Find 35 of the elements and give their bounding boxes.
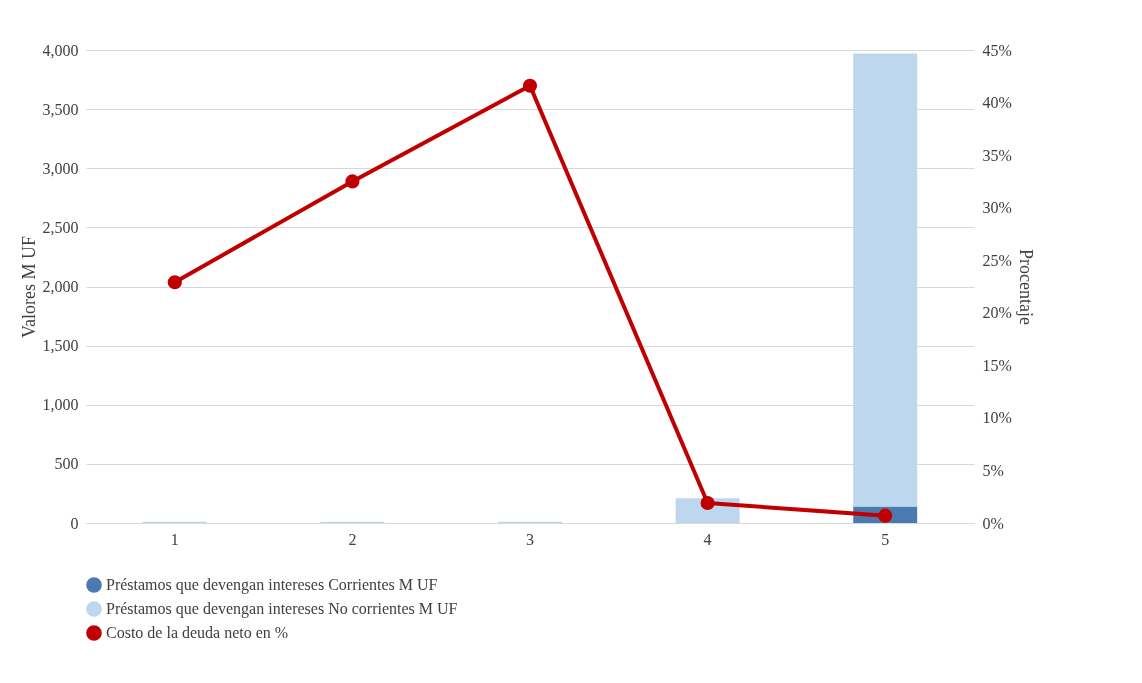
x-tick-label: 2	[348, 530, 357, 548]
y-tick-label: 0	[70, 514, 79, 532]
y-tick-label: 2,000	[42, 278, 79, 295]
y2-tick-label: 45%	[982, 41, 1012, 59]
y2-tick-label: 20%	[982, 304, 1012, 322]
y2-axis-title: Procentaje	[1015, 249, 1036, 325]
point	[700, 495, 715, 511]
point	[345, 174, 360, 189]
y-tick-label: 1,500	[42, 337, 79, 355]
y2-tick-label: 35%	[982, 146, 1012, 164]
x-tick-label: 1	[170, 530, 179, 548]
x-tick-label: 4	[703, 530, 712, 548]
bar	[853, 53, 918, 507]
x-tick-label: 3	[526, 530, 534, 548]
point	[522, 78, 538, 93]
y-tick-label: 1,000	[42, 396, 79, 414]
legend-label: Costo de la deuda neto en %	[106, 624, 289, 641]
y2-tick-label: 5%	[982, 461, 1004, 479]
y-axis-title: Valores M UF	[18, 236, 39, 338]
y2-tick-label: 25%	[982, 251, 1012, 269]
y-tick-label: 3,500	[42, 100, 79, 118]
y-tick-label: 500	[54, 455, 79, 473]
legend-label: Préstamos que devengan intereses No corrientes M UF	[106, 600, 458, 618]
y2-tick-label: 15%	[982, 356, 1012, 374]
y2-tick-label: 0%	[982, 514, 1004, 532]
y2-tick-label: 40%	[982, 94, 1012, 112]
y-tick-label: 3,000	[42, 159, 79, 177]
y2-tick-label: 30%	[982, 199, 1012, 217]
y2-tick-label: 10%	[982, 409, 1012, 427]
point	[167, 275, 182, 290]
y-tick-label: 2,500	[42, 218, 79, 236]
point	[878, 508, 893, 523]
x-tick-label: 5	[881, 530, 890, 548]
y-tick-label: 4,000	[42, 41, 79, 59]
legend-label: Préstamos que devengan intereses Corrientes M UF	[106, 576, 438, 594]
